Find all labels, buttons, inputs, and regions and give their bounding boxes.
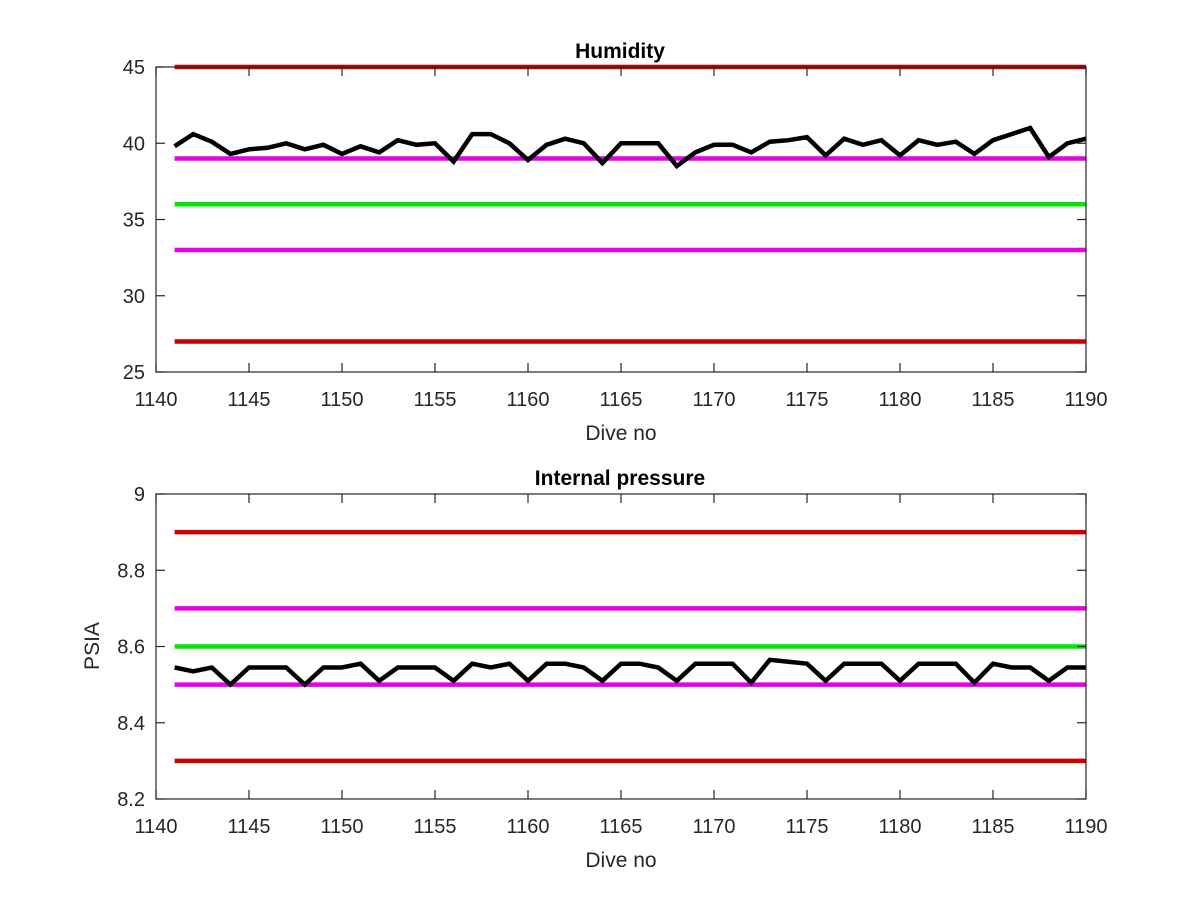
pressure-y-tick-label: 8.6 xyxy=(117,637,145,659)
pressure-x-tick-label: 1165 xyxy=(599,816,642,838)
humidity-x-tick-label: 1190 xyxy=(1064,389,1107,411)
pressure-series xyxy=(174,657,1086,688)
pressure-x-tick-label: 1190 xyxy=(1064,816,1107,838)
humidity-x-tick-label: 1155 xyxy=(413,389,456,411)
pressure-series-line-0 xyxy=(174,657,1086,688)
humidity-y-tick-label: 30 xyxy=(123,286,145,308)
pressure-x-ticks: 1140 1145 1150 1155 1160 1165 1170 1175 1180 1185… xyxy=(134,494,1108,838)
humidity-y-tick-label: 35 xyxy=(123,210,145,232)
pressure-x-tick-label: 1175 xyxy=(785,816,828,838)
humidity-x-tick-label: 1170 xyxy=(692,389,735,411)
humidity-x-tick-label: 1175 xyxy=(785,389,828,411)
pressure-y-ticks: 8.2 8.4 8.6 8.8 9 xyxy=(117,484,1086,811)
pressure-x-tick-label: 1150 xyxy=(320,816,363,838)
pressure-x-tick-label: 1170 xyxy=(692,816,735,838)
humidity-x-tick-label: 1145 xyxy=(227,389,270,411)
humidity-x-tick-label: 1140 xyxy=(134,389,177,411)
humidity-y-tick-label: 40 xyxy=(123,133,145,155)
pressure-threshold-lines xyxy=(174,529,1086,764)
pressure-y-tick-label: 8.2 xyxy=(117,789,145,811)
humidity-y-ticks: 25 30 35 40 45 xyxy=(123,57,1086,384)
pressure-y-tick-label: 8.4 xyxy=(117,713,145,735)
pressure-x-tick-label: 1180 xyxy=(878,816,921,838)
humidity-x-ticks: 1140 1145 1150 1155 1160 1165 1170 1175 1180 1185… xyxy=(134,67,1108,411)
pressure-x-tick-label: 1160 xyxy=(506,816,549,838)
pressure-chart-title: Internal pressure xyxy=(535,467,705,490)
humidity-x-tick-label: 1165 xyxy=(599,389,642,411)
pressure-y-tick-label: 9 xyxy=(134,484,145,506)
humidity-x-axis-label: Dive no xyxy=(585,422,656,445)
pressure-x-tick-label: 1140 xyxy=(134,816,177,838)
humidity-series-line-0 xyxy=(173,125,1087,170)
humidity-x-tick-label: 1160 xyxy=(506,389,549,411)
pressure-y-tick-label: 8.8 xyxy=(117,560,145,582)
pressure-x-tick-label: 1145 xyxy=(227,816,270,838)
humidity-x-tick-label: 1185 xyxy=(971,389,1014,411)
pressure-x-tick-label: 1185 xyxy=(971,816,1014,838)
humidity-x-tick-label: 1180 xyxy=(878,389,921,411)
humidity-series xyxy=(173,125,1087,170)
humidity-chart: Humidity 1140 1145 1150 1155 1160 1165 1170 117… xyxy=(123,40,1108,445)
pressure-x-tick-label: 1155 xyxy=(413,816,456,838)
humidity-y-tick-label: 25 xyxy=(123,362,145,384)
pressure-x-axis-label: Dive no xyxy=(585,849,656,872)
humidity-y-tick-label: 45 xyxy=(123,57,145,79)
pressure-chart: Internal pressure 1140 1145 1150 1155 1160 11… xyxy=(81,467,1108,872)
pressure-y-axis-label: PSIA xyxy=(81,622,104,670)
humidity-chart-title: Humidity xyxy=(575,40,665,63)
humidity-x-tick-label: 1150 xyxy=(320,389,363,411)
